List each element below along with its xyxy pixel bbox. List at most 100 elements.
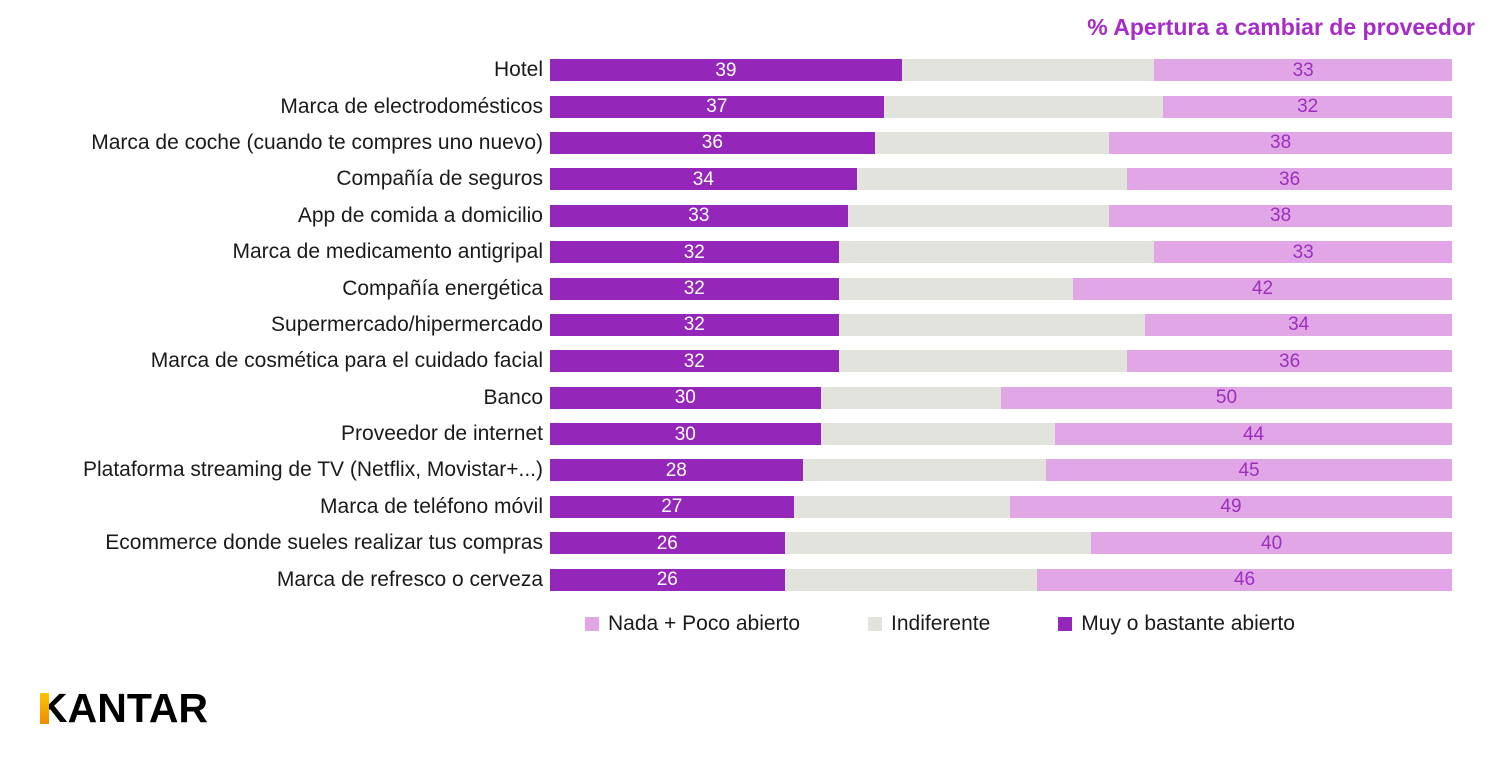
segment-indiferente xyxy=(838,313,1146,336)
segment-nada-poco-abierto: 33 xyxy=(1154,241,1452,264)
stacked-bar: 32 34 xyxy=(550,313,1452,336)
segment-muy-o-bastante-abierto: 36 xyxy=(550,131,875,154)
chart-row: Plataforma streaming de TV (Netflix, Mov… xyxy=(0,452,1452,488)
segment-indiferente xyxy=(901,59,1155,82)
segment-indiferente xyxy=(793,495,1010,518)
legend-label: Nada + Poco abierto xyxy=(608,611,801,635)
segment-muy-o-bastante-abierto: 34 xyxy=(550,168,857,191)
segment-nada-poco-abierto: 50 xyxy=(1000,386,1452,409)
chart-row: Supermercado/hipermercado 32 34 xyxy=(0,307,1452,343)
segment-nada-poco-abierto: 40 xyxy=(1091,532,1452,555)
stacked-bar: 30 44 xyxy=(550,423,1452,446)
stacked-bar: 34 36 xyxy=(550,168,1452,191)
category-label: Hotel xyxy=(493,58,543,82)
segment-nada-poco-abierto: 46 xyxy=(1037,568,1452,591)
legend: Nada + Poco abierto Indiferente Muy o bast… xyxy=(585,612,1452,636)
category-label: Compañía de seguros xyxy=(336,167,543,191)
chart-title: % Apertura a cambiar de proveedor xyxy=(1087,14,1475,40)
segment-muy-o-bastante-abierto: 28 xyxy=(550,459,803,482)
category-label: App de comida a domicilio xyxy=(297,203,543,227)
segment-indiferente xyxy=(856,168,1128,191)
stacked-bar: 39 33 xyxy=(550,59,1452,82)
segment-nada-poco-abierto: 32 xyxy=(1163,95,1452,118)
segment-muy-o-bastante-abierto: 32 xyxy=(550,277,839,300)
segment-muy-o-bastante-abierto: 37 xyxy=(550,95,884,118)
category-label: Marca de electrodomésticos xyxy=(280,94,543,118)
chart-row: Hotel 39 33 xyxy=(0,52,1452,88)
stacked-bar: 36 38 xyxy=(550,131,1452,154)
stacked-bar: 32 33 xyxy=(550,241,1452,264)
segment-indiferente xyxy=(820,423,1056,446)
legend-swatch-nada-poco-abierto xyxy=(585,616,599,631)
segment-muy-o-bastante-abierto: 32 xyxy=(550,241,839,264)
category-label: Plataforma streaming de TV (Netflix, Mov… xyxy=(82,458,543,482)
chart-row: Marca de teléfono móvil 27 49 xyxy=(0,489,1452,525)
segment-indiferente xyxy=(838,277,1074,300)
segment-nada-poco-abierto: 33 xyxy=(1154,59,1452,82)
legend-item-indiferente: Indiferente xyxy=(868,612,990,636)
chart-row: Proveedor de internet 30 44 xyxy=(0,416,1452,452)
segment-nada-poco-abierto: 38 xyxy=(1109,204,1452,227)
category-label: Marca de refresco o cerveza xyxy=(276,567,543,591)
segment-nada-poco-abierto: 34 xyxy=(1145,313,1452,336)
segment-muy-o-bastante-abierto: 26 xyxy=(550,568,785,591)
legend-item-muy-o-bastante-abierto: Muy o bastante abierto xyxy=(1058,612,1295,636)
stacked-bar: 32 42 xyxy=(550,277,1452,300)
stacked-bar: 28 45 xyxy=(550,459,1452,482)
category-label: Banco xyxy=(483,385,543,409)
segment-indiferente xyxy=(838,241,1155,264)
stacked-bar-chart: Hotel 39 33 Marca de electrodomésticos 37 32 M… xyxy=(0,52,1452,636)
stacked-bar: 26 46 xyxy=(550,568,1452,591)
segment-indiferente xyxy=(847,204,1110,227)
chart-row: App de comida a domicilio 33 38 xyxy=(0,198,1452,234)
chart-row: Compañía energética 32 42 xyxy=(0,270,1452,306)
segment-muy-o-bastante-abierto: 32 xyxy=(550,350,839,373)
segment-muy-o-bastante-abierto: 30 xyxy=(550,423,821,446)
chart-row: Marca de electrodomésticos 37 32 xyxy=(0,88,1452,124)
segment-indiferente xyxy=(784,568,1038,591)
segment-indiferente xyxy=(874,131,1110,154)
category-label: Compañía energética xyxy=(342,276,543,300)
stacked-bar: 27 49 xyxy=(550,495,1452,518)
chart-row: Marca de cosmética para el cuidado facia… xyxy=(0,343,1452,379)
segment-indiferente xyxy=(820,386,1001,409)
segment-nada-poco-abierto: 38 xyxy=(1109,131,1452,154)
segment-nada-poco-abierto: 42 xyxy=(1073,277,1452,300)
stacked-bar: 30 50 xyxy=(550,386,1452,409)
segment-muy-o-bastante-abierto: 27 xyxy=(550,495,794,518)
legend-item-nada-poco-abierto: Nada + Poco abierto xyxy=(585,612,800,636)
chart-row: Marca de medicamento antigripal 32 33 xyxy=(0,234,1452,270)
segment-indiferente xyxy=(838,350,1128,373)
segment-nada-poco-abierto: 36 xyxy=(1127,350,1452,373)
segment-indiferente xyxy=(802,459,1047,482)
stacked-bar: 32 36 xyxy=(550,350,1452,373)
stacked-bar: 33 38 xyxy=(550,204,1452,227)
segment-nada-poco-abierto: 49 xyxy=(1010,495,1452,518)
segment-indiferente xyxy=(784,532,1092,555)
category-label: Marca de coche (cuando te compres uno nu… xyxy=(91,130,543,154)
segment-nada-poco-abierto: 45 xyxy=(1046,459,1452,482)
chart-rows: Hotel 39 33 Marca de electrodomésticos 37 32 M… xyxy=(0,52,1452,598)
category-label: Marca de cosmética para el cuidado facia… xyxy=(150,349,543,373)
legend-label: Indiferente xyxy=(891,611,991,635)
kantar-wordmark: KANTAR xyxy=(38,685,209,731)
segment-muy-o-bastante-abierto: 33 xyxy=(550,204,848,227)
segment-muy-o-bastante-abierto: 26 xyxy=(550,532,785,555)
category-label: Ecommerce donde sueles realizar tus comp… xyxy=(105,531,543,555)
segment-nada-poco-abierto: 44 xyxy=(1055,423,1452,446)
segment-indiferente xyxy=(883,95,1164,118)
segment-muy-o-bastante-abierto: 32 xyxy=(550,313,839,336)
category-label: Marca de medicamento antigripal xyxy=(232,240,544,264)
segment-muy-o-bastante-abierto: 30 xyxy=(550,386,821,409)
chart-row: Ecommerce donde sueles realizar tus comp… xyxy=(0,525,1452,561)
category-label: Marca de teléfono móvil xyxy=(320,494,543,518)
chart-row: Marca de coche (cuando te compres uno nu… xyxy=(0,125,1452,161)
kantar-logo: KANTAR xyxy=(38,688,208,729)
chart-row: Marca de refresco o cerveza 26 46 xyxy=(0,561,1452,597)
chart-row: Banco 30 50 xyxy=(0,380,1452,416)
stacked-bar: 37 32 xyxy=(550,95,1452,118)
segment-nada-poco-abierto: 36 xyxy=(1127,168,1452,191)
category-label: Supermercado/hipermercado xyxy=(271,312,543,336)
stacked-bar: 26 40 xyxy=(550,532,1452,555)
legend-swatch-muy-o-bastante-abierto xyxy=(1058,616,1073,631)
